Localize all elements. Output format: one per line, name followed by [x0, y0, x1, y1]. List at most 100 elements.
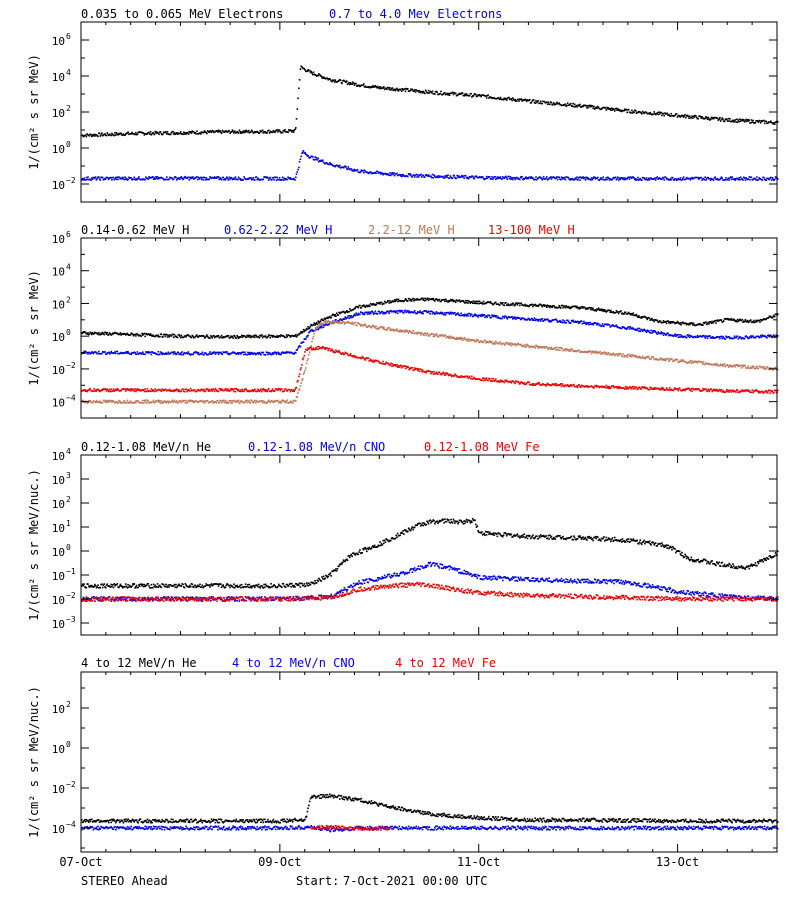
data-point — [93, 332, 95, 335]
data-point — [697, 176, 699, 179]
data-point — [316, 345, 319, 348]
data-point — [536, 318, 539, 321]
data-point — [502, 302, 504, 304]
data-point — [177, 351, 180, 354]
data-point — [560, 320, 563, 323]
data-point — [322, 161, 325, 164]
data-point — [318, 322, 320, 324]
data-point — [729, 337, 731, 340]
data-point — [689, 179, 692, 181]
data-point — [263, 389, 265, 392]
data-point — [678, 336, 681, 338]
data-point — [682, 359, 684, 361]
data-point — [716, 117, 719, 120]
data-point — [147, 400, 149, 403]
data-point — [281, 390, 284, 393]
data-point — [542, 346, 545, 348]
data-point — [349, 309, 352, 312]
data-point — [221, 399, 224, 402]
data-point — [475, 338, 478, 341]
data-point — [511, 342, 513, 345]
data-point — [764, 120, 767, 123]
data-point — [277, 131, 279, 133]
data-point — [630, 354, 632, 356]
data-point — [644, 329, 646, 332]
data-point — [363, 357, 365, 359]
data-point — [597, 105, 599, 108]
data-point — [681, 360, 683, 363]
data-point — [244, 401, 246, 403]
data-point — [381, 303, 384, 306]
data-point — [703, 322, 706, 325]
data-point — [350, 315, 353, 317]
data-point — [520, 98, 523, 100]
data-point — [613, 353, 615, 356]
data-point — [291, 389, 293, 391]
data-point — [111, 132, 113, 135]
data-point — [375, 303, 377, 306]
series-1-1 — [81, 65, 779, 138]
data-point — [180, 334, 183, 337]
data-point — [587, 176, 589, 179]
data-point — [109, 352, 112, 354]
data-point — [260, 354, 262, 356]
data-point — [634, 328, 636, 331]
data-point — [299, 346, 302, 348]
data-point — [412, 330, 414, 332]
data-point — [531, 303, 533, 306]
data-point — [254, 179, 256, 181]
data-point — [757, 335, 760, 338]
data-point — [403, 88, 406, 90]
data-point — [250, 131, 252, 133]
data-point — [687, 115, 689, 117]
data-point — [93, 388, 95, 390]
data-point — [530, 317, 533, 320]
data-point — [376, 313, 379, 315]
data-point — [256, 178, 258, 181]
data-point — [224, 399, 227, 402]
data-point — [324, 348, 326, 350]
data-point — [675, 335, 677, 337]
data-point — [84, 134, 87, 136]
data-point — [264, 176, 267, 178]
data-point — [658, 113, 661, 115]
data-point — [752, 366, 754, 369]
data-point — [257, 353, 260, 355]
data-point — [133, 390, 136, 392]
data-point — [339, 318, 342, 320]
data-point — [543, 100, 546, 103]
data-point — [476, 95, 479, 97]
data-point — [111, 352, 113, 354]
data-point — [524, 303, 526, 306]
data-point — [668, 360, 670, 362]
data-point — [156, 389, 159, 392]
data-point — [617, 176, 619, 178]
data-point — [217, 390, 220, 393]
data-point — [454, 176, 456, 179]
data-point — [319, 326, 322, 329]
data-point — [155, 334, 158, 337]
data-point — [637, 327, 639, 330]
data-point — [472, 315, 475, 317]
data-point — [538, 345, 540, 348]
data-point — [134, 333, 136, 336]
data-point — [421, 92, 424, 94]
data-point — [499, 176, 502, 178]
data-point — [763, 366, 766, 368]
data-point — [458, 338, 460, 340]
data-point — [634, 109, 636, 111]
data-point — [395, 329, 397, 332]
data-point — [406, 329, 408, 332]
data-point — [263, 131, 265, 133]
data-point — [722, 335, 724, 338]
data-point — [369, 171, 372, 173]
data-point — [451, 312, 454, 314]
data-point — [186, 401, 189, 404]
data-point — [509, 176, 512, 178]
data-point — [275, 336, 278, 338]
data-point — [372, 311, 374, 314]
data-point — [319, 320, 322, 323]
data-point — [764, 368, 767, 370]
data-point — [668, 321, 671, 323]
data-point — [315, 347, 317, 349]
